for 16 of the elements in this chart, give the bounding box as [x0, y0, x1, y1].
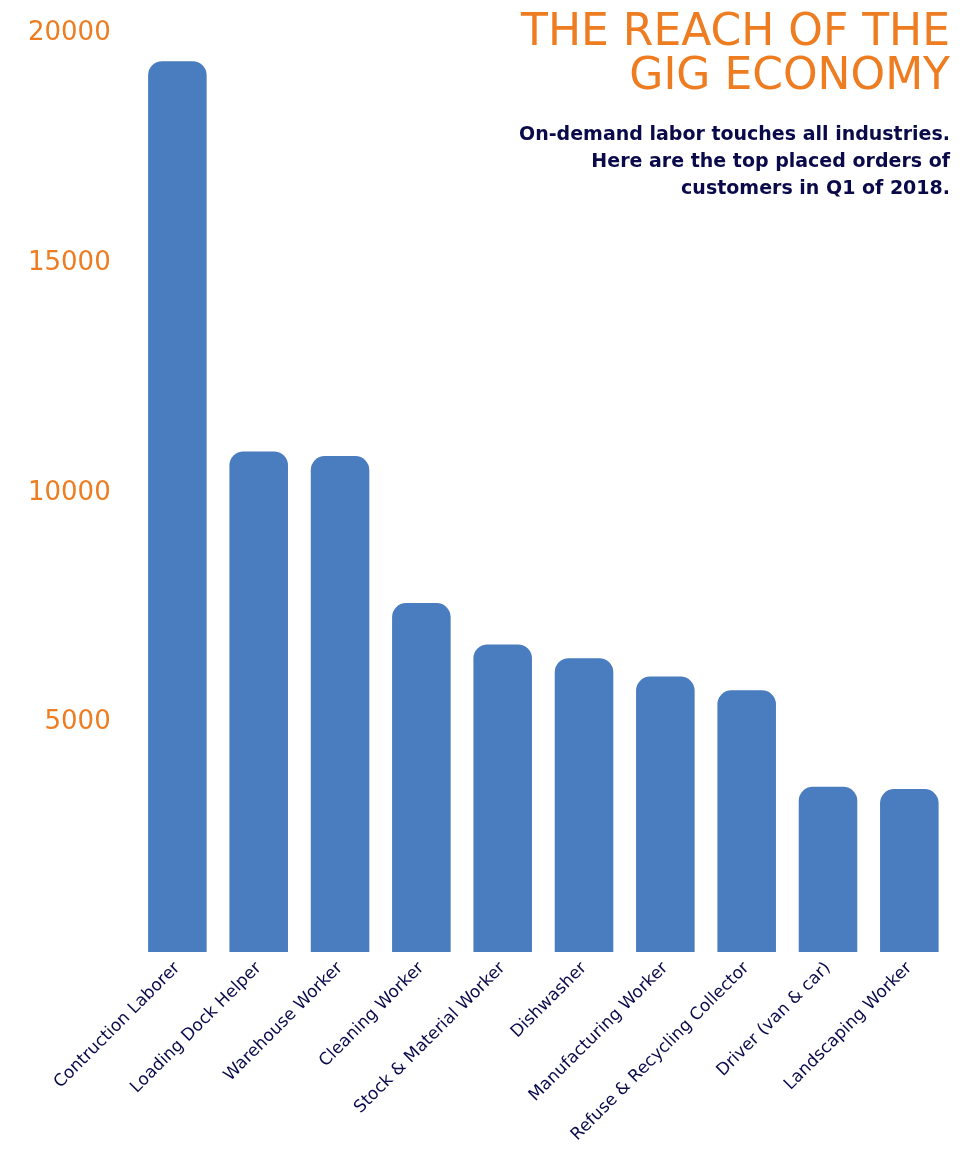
bar — [392, 603, 451, 953]
bar — [473, 644, 532, 953]
bar — [148, 61, 207, 953]
bar — [310, 456, 370, 953]
y-tick-label: 10000 — [27, 475, 111, 506]
y-tick-label: 15000 — [27, 245, 111, 276]
y-tick-label: 5000 — [44, 705, 111, 736]
text: On-demand labor touches all industries. Here are the top placed orders of customers in Q1 of 2018. — [518, 121, 950, 200]
chart-title: THE REACH OF THE GIG ECONOMY — [520, 4, 950, 99]
y-tick-label: 20000 — [27, 16, 111, 47]
bar — [229, 451, 288, 953]
bar — [636, 676, 695, 953]
bar — [880, 789, 939, 953]
bar — [798, 786, 858, 953]
bar — [717, 690, 776, 953]
bar — [554, 658, 614, 953]
